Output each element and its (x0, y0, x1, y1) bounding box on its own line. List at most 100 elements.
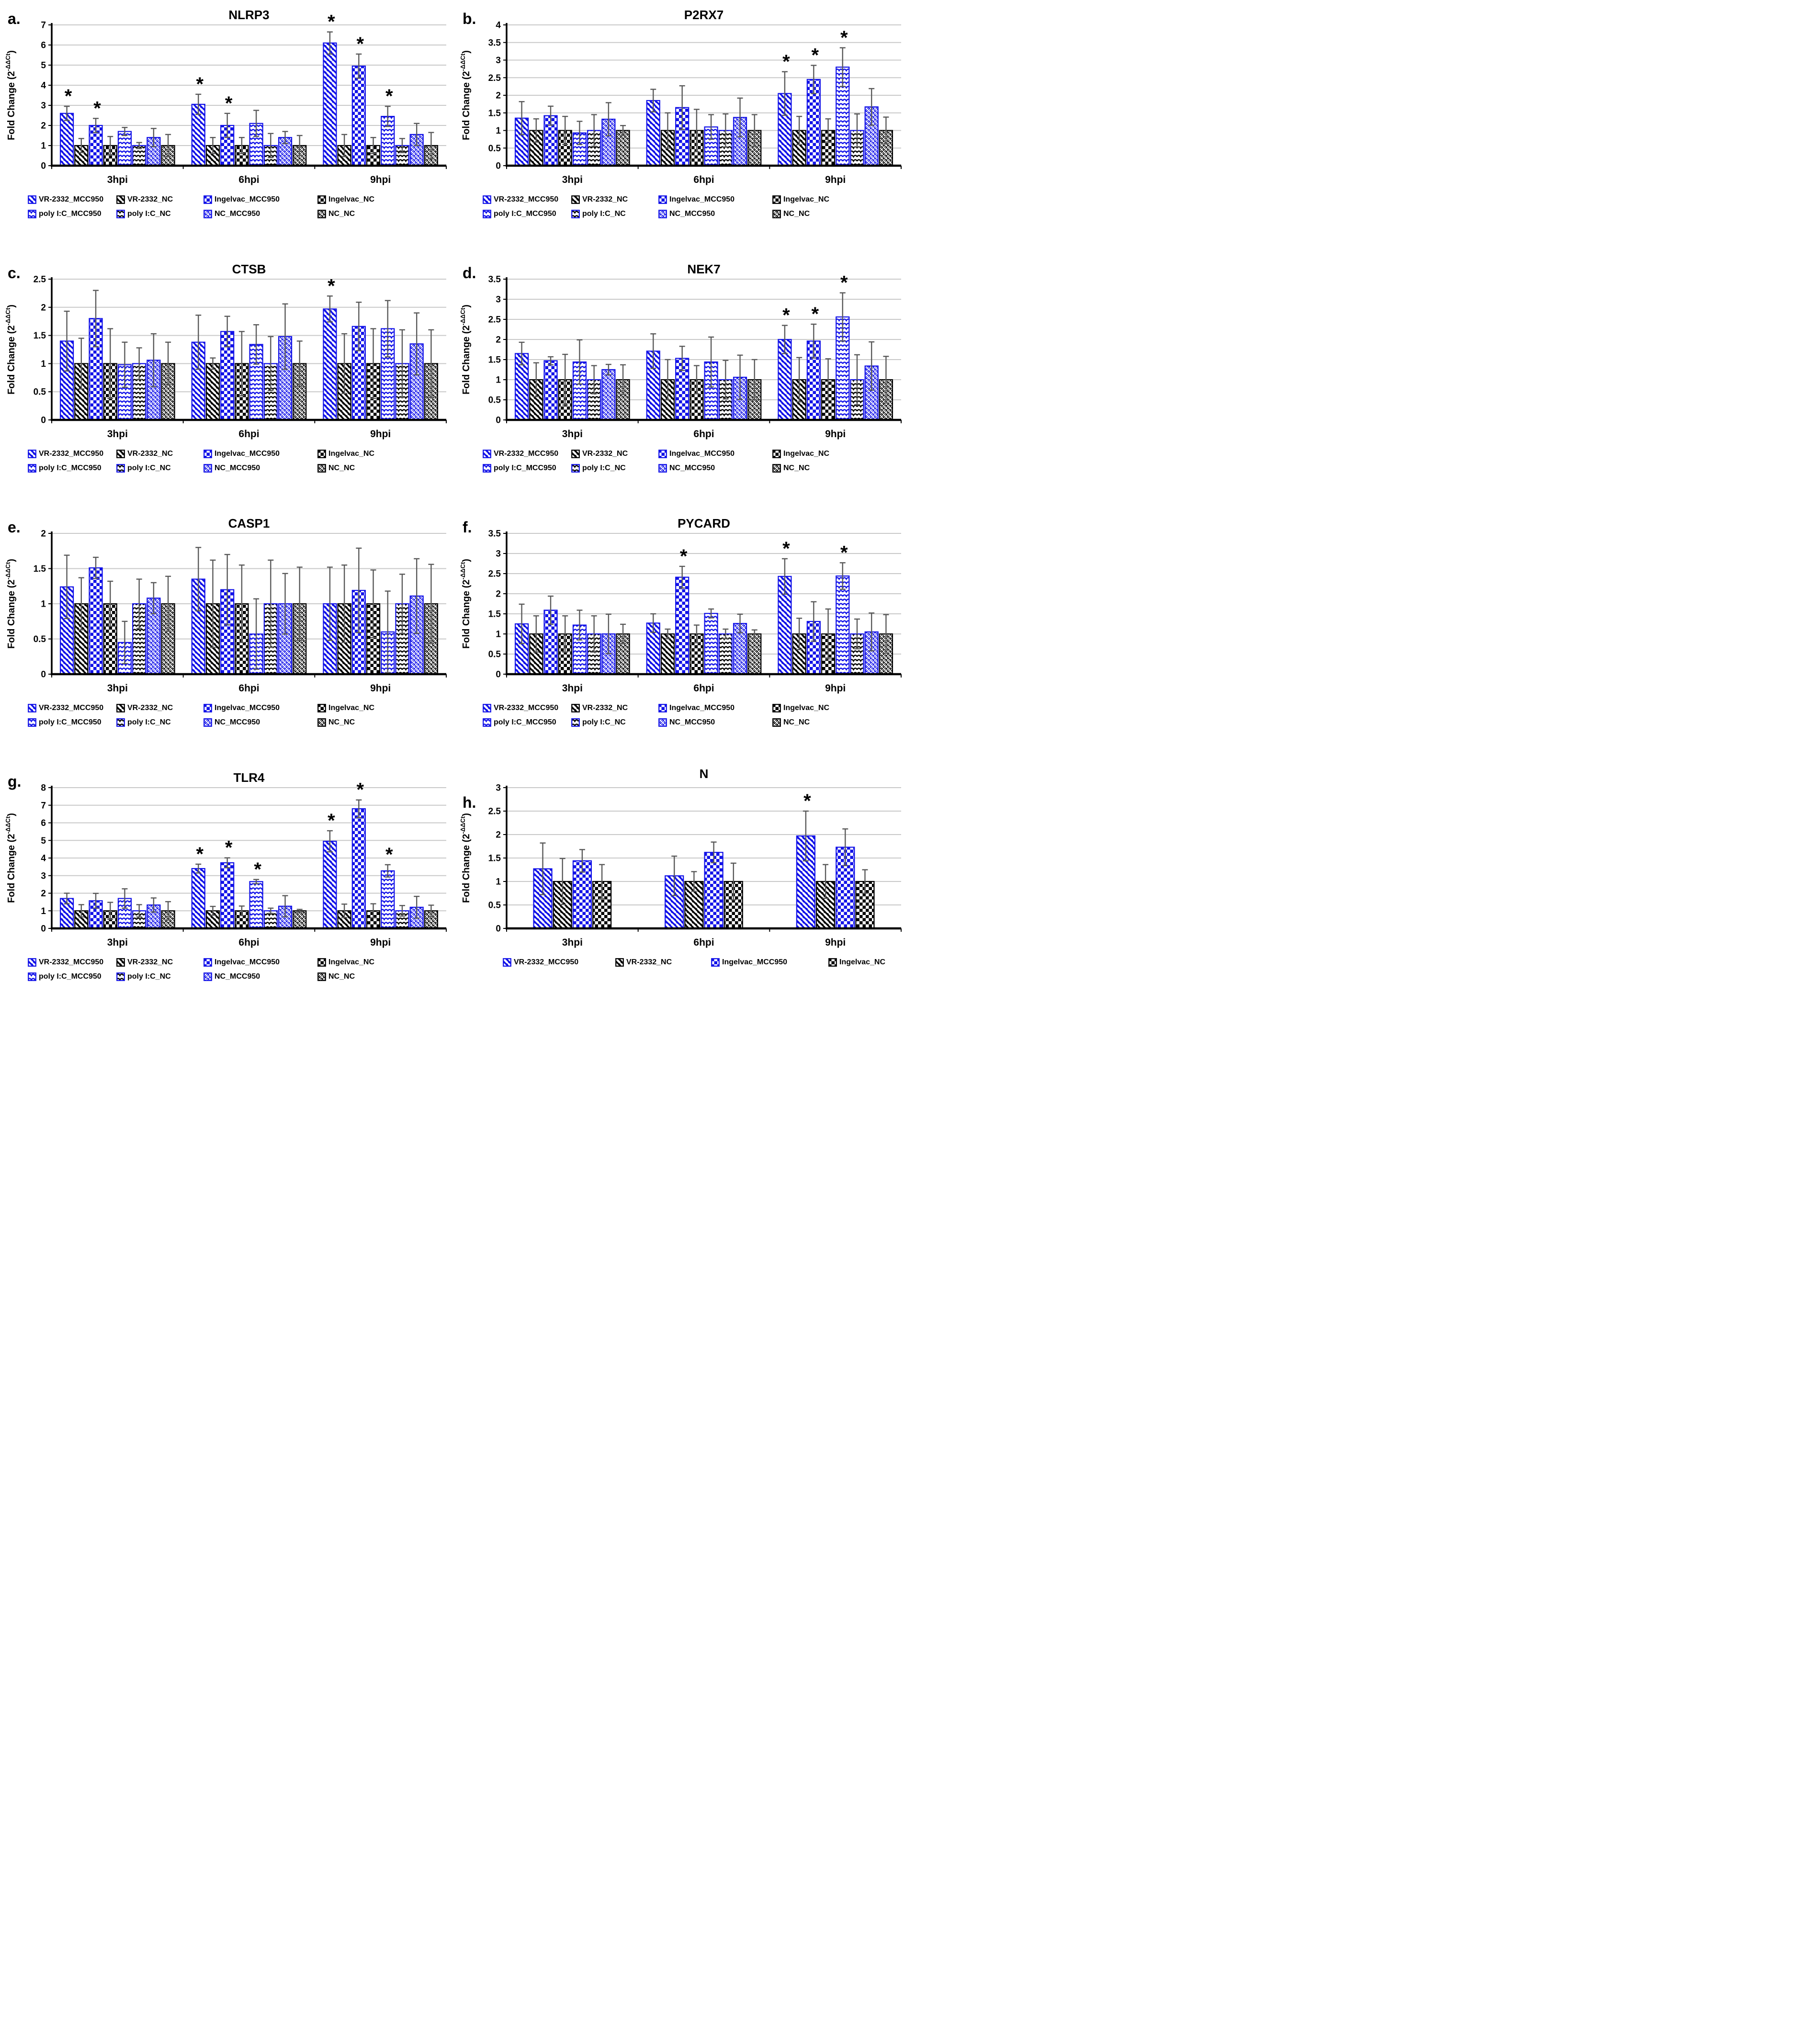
legend-item-Ingelvac_MCC950: Ingelvac_MCC950 (658, 450, 772, 458)
error-bar (238, 905, 245, 916)
error-bar (679, 85, 685, 130)
legend-swatch-diagonal-icon (615, 958, 624, 967)
bar-poly I:C_NC-6hpi (718, 633, 733, 675)
y-tick-label: 3 (496, 56, 501, 66)
y-tick-label: 5 (41, 836, 46, 846)
y-tick-label: 1.5 (34, 331, 46, 341)
error-bar (869, 88, 875, 126)
significance-star: * (225, 837, 233, 858)
chart-title: TLR4 (234, 770, 265, 785)
x-group-label: 9hpi (370, 174, 391, 185)
y-tick-label: 0.5 (488, 144, 501, 154)
panel-letter: b. (463, 10, 476, 27)
y-tick-label: 1.5 (488, 854, 501, 864)
y-tick-label: 1.5 (488, 610, 501, 620)
error-bar (414, 558, 420, 634)
bar-NC_MCC950-6hpi (733, 117, 747, 167)
error-bar (562, 115, 568, 146)
panel-c-ctsb: c. CTSB Fold Change (2-ΔΔCt) 0 0.5 1 1.5 2 2.5 3h… (0, 254, 455, 508)
legend-swatch-diagonal-icon (116, 704, 125, 712)
legend-item-Ingelvac_MCC950: Ingelvac_MCC950 (203, 958, 317, 967)
chart-n: h. N Fold Change (2-ΔΔCt) 0 0.5 1 1.5 2 2.5 3 3hpi… (459, 767, 902, 948)
y-tick-label: 2 (496, 91, 501, 101)
bar-poly I:C_MCC950-6hpi (249, 881, 263, 929)
legend-swatch-checker-icon (317, 704, 326, 712)
y-axis-label: Fold Change (2-ΔΔCt) (4, 50, 17, 140)
y-tick-label: 1 (496, 877, 501, 887)
y-tick-label: 3.5 (488, 275, 501, 285)
error-bar (224, 553, 230, 626)
error-bar (93, 556, 99, 579)
error-bar (384, 300, 391, 358)
error-bar (224, 316, 230, 348)
legend-swatch-wave-icon (28, 464, 36, 473)
legend-label: Ingelvac_NC (328, 704, 375, 712)
legend-swatch-lattice-icon (203, 464, 212, 473)
error-bar (327, 31, 333, 55)
error-bar (577, 121, 583, 146)
legend-item-poly I:C_MCC950: poly I:C_MCC950 (483, 210, 571, 218)
legend-item-NC_MCC950: NC_MCC950 (203, 464, 317, 473)
bar-NC_NC-6hpi (293, 910, 307, 929)
legend-label: poly I:C_MCC950 (39, 718, 102, 726)
legend: VR-2332_MCC950 VR-2332_NC Ingelvac_MCC950 I… (455, 958, 910, 967)
chart-tlr4: g. TLR4 Fold Change (2-ΔΔCt) 0 1 2 3 4 5 6 7 8 3hpi 6… (4, 770, 447, 948)
y-axis-label: Fold Change (2-ΔΔCt) (459, 559, 472, 649)
error-bar (296, 909, 303, 913)
legend-swatch-lattice-icon (317, 718, 326, 727)
error-bar (210, 357, 216, 370)
bar-VR-2332_MCC950-3hpi (59, 113, 74, 167)
legend-swatch-diagonal-icon (571, 704, 580, 712)
legend-swatch-wave-icon (483, 210, 491, 218)
error-bar (665, 628, 671, 640)
y-tick-label: 3 (496, 549, 501, 559)
legend-swatch-wave-icon (116, 718, 125, 727)
error-bar (839, 292, 846, 342)
error-bar (327, 295, 333, 323)
error-bar (78, 138, 84, 153)
legend-item-Ingelvac_NC: Ingelvac_NC (772, 195, 910, 204)
legend-item-VR-2332_MCC950: VR-2332_MCC950 (483, 450, 571, 458)
legend-item-NC_NC: NC_NC (317, 464, 455, 473)
legend-swatch-lattice-icon (203, 718, 212, 727)
bar-NC_MCC950-3hpi (601, 369, 616, 421)
y-axis-label: Fold Change (2-ΔΔCt) (4, 559, 17, 649)
error-bar (605, 102, 611, 136)
legend-label: poly I:C_MCC950 (494, 210, 556, 218)
legend-swatch-wave-icon (116, 210, 125, 218)
x-group-label: 9hpi (825, 937, 846, 948)
error-bar (399, 574, 405, 634)
significance-star: * (385, 844, 393, 865)
legend-item-NC_MCC950: NC_MCC950 (658, 464, 772, 473)
error-bar (122, 127, 128, 136)
bar-VR-2332_MCC950-9hpi (323, 42, 337, 167)
legend-item-VR-2332_MCC950: VR-2332_MCC950 (483, 704, 571, 712)
error-bar (730, 862, 736, 901)
bar-poly I:C_MCC950-6hpi (704, 613, 718, 675)
error-bar (210, 137, 216, 154)
legend-label: VR-2332_NC (582, 195, 628, 203)
significance-star: * (385, 86, 393, 107)
legend-item-VR-2332_NC: VR-2332_NC (116, 958, 203, 967)
bar-VR-2332_MCC950-6hpi (191, 868, 205, 929)
error-bar (781, 325, 788, 354)
legend-label: poly I:C_NC (582, 718, 626, 726)
legend-label: Ingelvac_MCC950 (722, 958, 788, 966)
error-bar (150, 582, 157, 614)
legend-item-Ingelvac_MCC950: Ingelvac_MCC950 (203, 450, 317, 458)
legend-item-VR-2332_MCC950: VR-2332_MCC950 (483, 195, 571, 204)
error-bar (253, 324, 260, 365)
chart-casp1: e. CASP1 Fold Change (2-ΔΔCt) 0 0.5 1 1.5 2 3hpi… (4, 516, 447, 694)
significance-star: * (357, 34, 364, 55)
significance-star: * (328, 11, 335, 33)
error-bar (781, 71, 788, 116)
error-bar (650, 333, 656, 369)
legend-item-NC_NC: NC_NC (772, 718, 910, 727)
panel-letter: c. (8, 264, 21, 282)
y-tick-label: 2.5 (488, 569, 501, 579)
error-bar (723, 360, 729, 400)
figure-grid: a. NLRP3 Fold Change (2-ΔΔCt) 0 1 2 3 4 5 6 7 3hpi 6… (0, 0, 910, 1017)
error-bar (268, 907, 274, 914)
legend-swatch-lattice-icon (772, 210, 781, 218)
error-bar (842, 828, 848, 866)
